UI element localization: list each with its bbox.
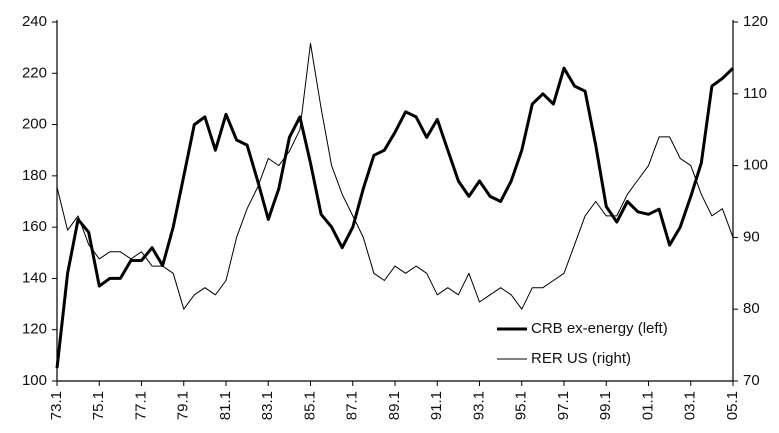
x-tick-label: 73.1 bbox=[48, 391, 65, 420]
x-tick-label: 93.1 bbox=[470, 391, 487, 420]
legend-label: CRB ex-energy (left) bbox=[531, 320, 668, 337]
y-tick-label: 140 bbox=[22, 269, 47, 286]
y2-tick-label: 90 bbox=[743, 228, 760, 245]
y-tick-label: 160 bbox=[22, 218, 47, 235]
x-tick-label: 97.1 bbox=[555, 391, 572, 420]
x-tick-label: 03.1 bbox=[682, 391, 699, 420]
y-tick-label: 200 bbox=[22, 116, 47, 133]
x-tick-label: 95.1 bbox=[513, 391, 530, 420]
x-tick-label: 85.1 bbox=[301, 391, 318, 420]
y2-tick-label: 100 bbox=[743, 157, 768, 174]
y-tick-label: 220 bbox=[22, 64, 47, 81]
x-tick-label: 91.1 bbox=[428, 391, 445, 420]
series-line bbox=[56, 43, 734, 310]
x-tick-label: 75.1 bbox=[90, 391, 107, 420]
y2-tick-label: 110 bbox=[743, 85, 767, 102]
x-tick-label: 83.1 bbox=[259, 391, 276, 420]
y-tick-label: 120 bbox=[22, 321, 47, 338]
x-tick-label: 89.1 bbox=[386, 391, 403, 420]
legend-label: RER US (right) bbox=[531, 350, 631, 367]
x-tick-label: 87.1 bbox=[344, 391, 361, 420]
y-tick-label: 100 bbox=[22, 372, 47, 389]
y2-tick-label: 80 bbox=[743, 300, 760, 317]
y-tick-label: 180 bbox=[22, 167, 47, 184]
y-tick-label: 240 bbox=[22, 13, 47, 30]
x-tick-label: 77.1 bbox=[132, 391, 149, 420]
series-line bbox=[55, 66, 735, 369]
x-tick-label: 81.1 bbox=[217, 391, 234, 420]
x-tick-label: 79.1 bbox=[175, 391, 192, 420]
x-tick-label: 01.1 bbox=[639, 391, 656, 420]
y2-tick-label: 120 bbox=[743, 13, 768, 30]
x-tick-label: 99.1 bbox=[597, 391, 614, 420]
x-tick-label: 05.1 bbox=[724, 391, 741, 420]
y2-tick-label: 70 bbox=[743, 372, 760, 389]
